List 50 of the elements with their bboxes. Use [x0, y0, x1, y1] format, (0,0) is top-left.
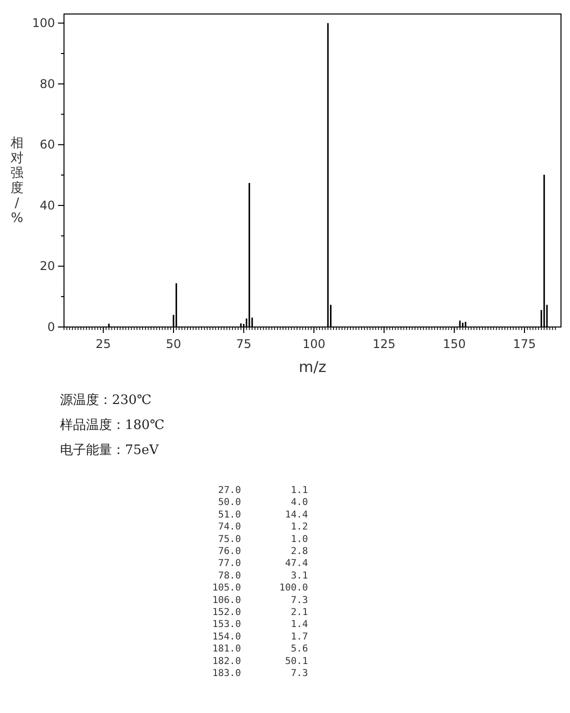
text: 105.0	[212, 582, 242, 594]
text: 100.0	[279, 582, 308, 594]
text: 源温度：230℃	[60, 392, 152, 408]
x-tick-label: 75	[236, 337, 252, 351]
x-tick-label: 100	[302, 337, 326, 351]
y-tick-label: 0	[47, 320, 55, 334]
text: 106.0	[212, 594, 242, 606]
y-tick-label: 80	[40, 76, 55, 91]
y-tick-label: 20	[40, 259, 55, 274]
text: 4.0	[290, 497, 308, 508]
text: 2.8	[290, 546, 308, 557]
x-tick-label: 175	[513, 337, 536, 351]
text: 50.0	[218, 497, 242, 508]
text: 1.0	[290, 534, 308, 545]
x-axis-title: m/z	[298, 358, 326, 376]
text: 183.0	[212, 668, 242, 679]
text: 76.0	[218, 546, 242, 557]
text: 3.1	[290, 570, 308, 582]
text: 27.0	[218, 485, 242, 496]
text: 181.0	[212, 644, 242, 655]
y-tick-label: 40	[40, 198, 55, 212]
y-tick-label: 100	[32, 16, 55, 30]
x-tick-label: 150	[442, 337, 466, 351]
text: 51.0	[218, 509, 242, 520]
text: 153.0	[212, 619, 242, 630]
text: 182.0	[212, 656, 242, 667]
text: 75.0	[218, 534, 242, 545]
x-tick-label: 125	[372, 337, 396, 351]
text: 5.6	[290, 644, 308, 655]
text: 2.1	[290, 607, 308, 618]
text: 样品温度：180℃	[60, 417, 164, 433]
text: 154.0	[212, 631, 242, 642]
text: 152.0	[212, 607, 242, 618]
text: 14.4	[285, 509, 308, 520]
x-tick-label: 50	[166, 337, 182, 351]
text: 1.4	[290, 619, 308, 630]
text: 电子能量：75eV	[60, 443, 160, 458]
text: 77.0	[218, 558, 242, 570]
text: 1.7	[290, 631, 308, 642]
text: 50.1	[285, 656, 308, 667]
text: 1.1	[290, 485, 308, 496]
text: 7.3	[290, 668, 308, 679]
text: 78.0	[218, 570, 242, 582]
text: 47.4	[285, 558, 308, 570]
y-tick-label: 60	[40, 138, 55, 152]
x-tick-label: 25	[96, 337, 111, 351]
text: 7.3	[290, 594, 308, 606]
y-axis-title: 相对强度/%	[10, 136, 24, 226]
text: 1.2	[290, 522, 308, 533]
text: 74.0	[218, 522, 242, 533]
